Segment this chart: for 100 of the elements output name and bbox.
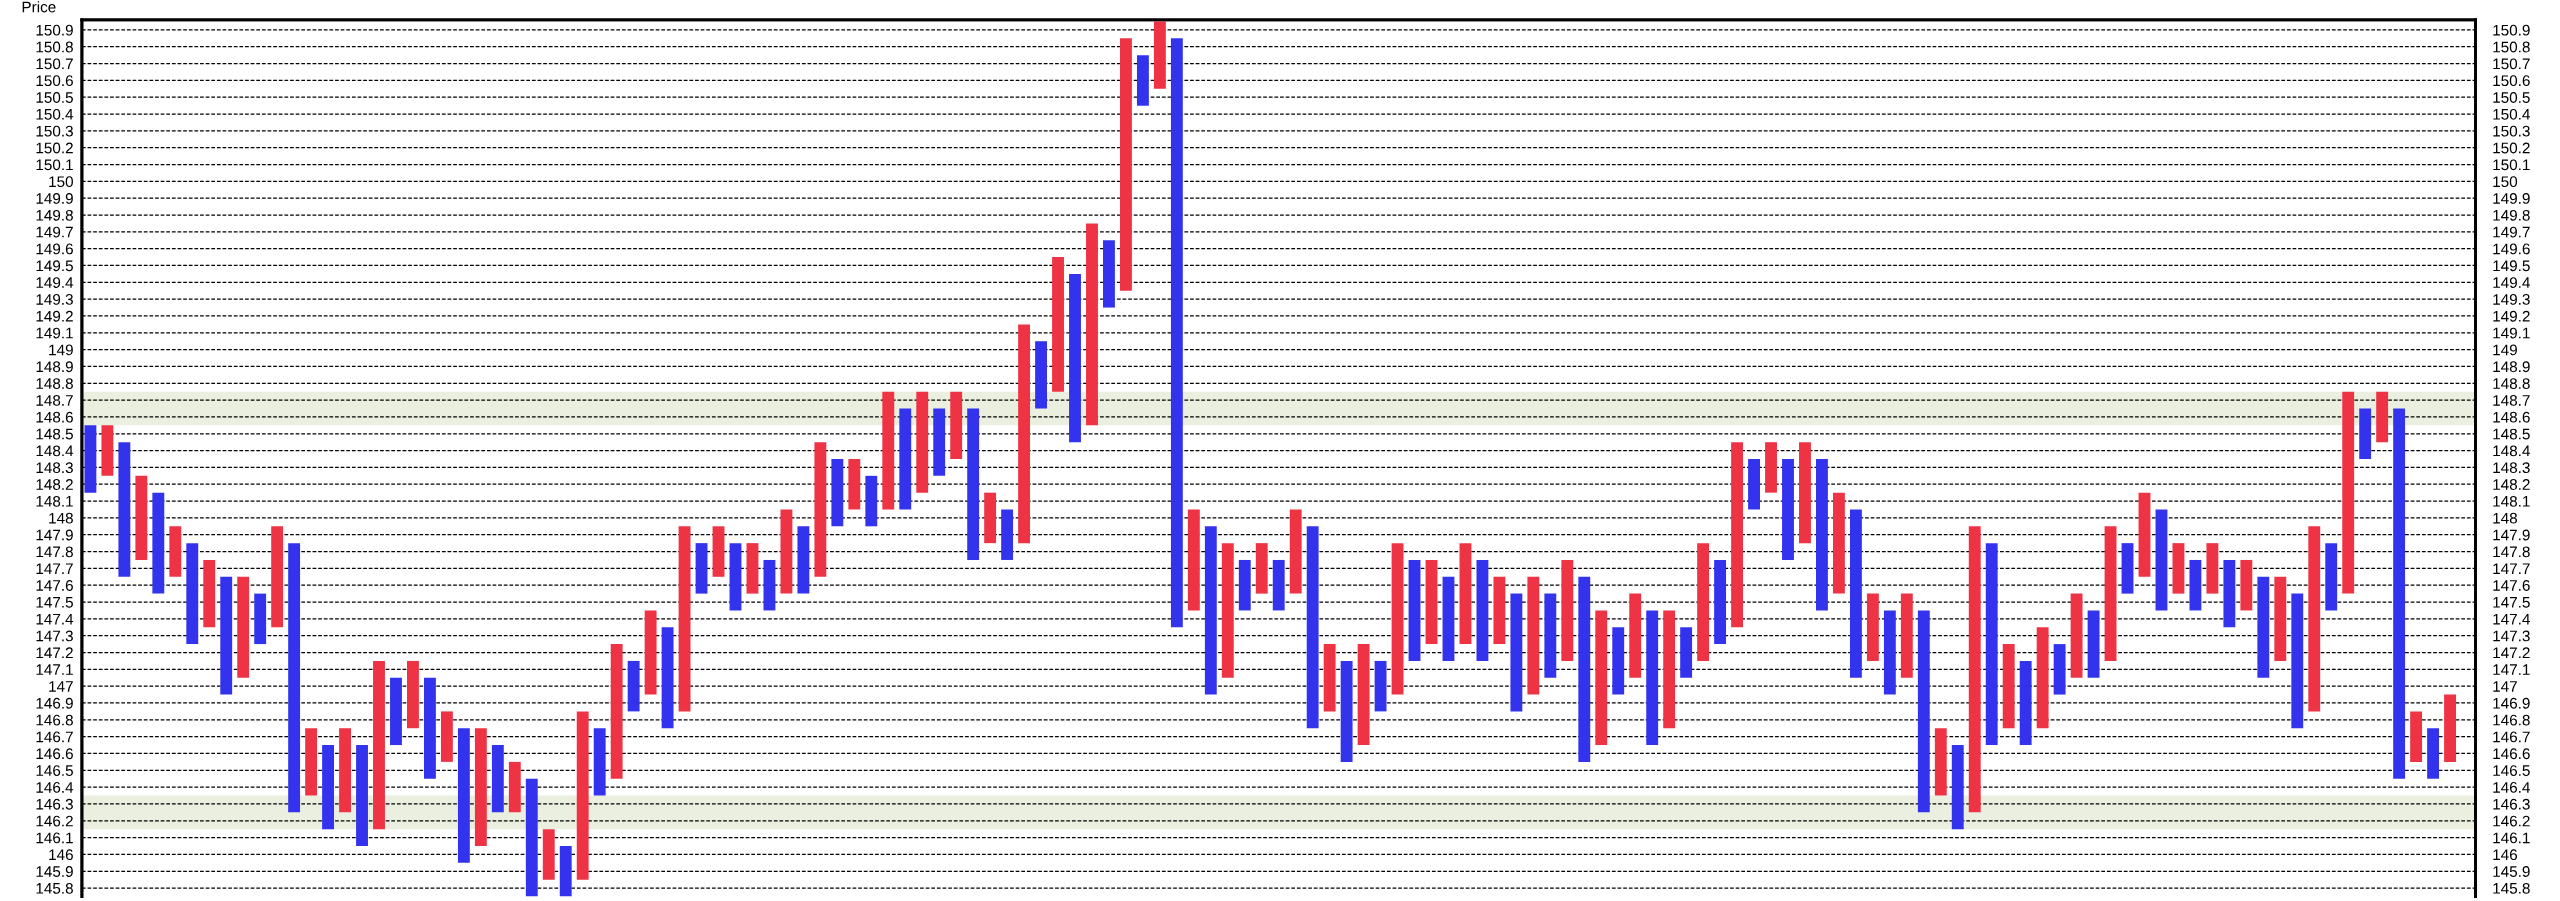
bar [2359, 408, 2372, 459]
bar [1408, 559, 1421, 661]
bar [1272, 559, 1285, 611]
bar [1238, 559, 1251, 611]
bar [1493, 576, 1506, 645]
bar [559, 846, 572, 897]
y2-tick-label: 150.1 [2493, 159, 2530, 171]
y-tick-label: 149.5 [36, 260, 73, 272]
y2-tick-label: 146.1 [2493, 832, 2530, 844]
bar [1917, 610, 1930, 813]
bar [474, 728, 487, 847]
y2-tick-label: 150 [2493, 176, 2518, 188]
bar [1323, 644, 1336, 712]
bar [305, 728, 318, 796]
y2-tick-label: 147.9 [2493, 529, 2530, 541]
y2-tick-label: 149.9 [2493, 193, 2530, 204]
y-tick-label: 148.4 [36, 445, 74, 457]
y2-tick-label: 149.2 [2493, 310, 2530, 322]
bar [288, 543, 301, 813]
y2-tick-label: 146.9 [2493, 697, 2530, 709]
y2-tick-label: 148.5 [2493, 428, 2530, 440]
bar [1544, 593, 1557, 678]
bar [1731, 442, 1744, 628]
bar [2189, 559, 2202, 611]
bar [2002, 644, 2015, 729]
bar [1103, 240, 1115, 308]
y2-tick-label: 148.7 [2493, 394, 2530, 406]
y2-tick-label: 149.6 [2493, 243, 2530, 255]
bar [1866, 593, 1879, 661]
bar [2240, 559, 2253, 611]
bar [1985, 543, 1998, 746]
bar [1069, 273, 1081, 443]
y-tick-label: 150.9 [36, 24, 73, 36]
bar [2325, 543, 2338, 611]
bar [1001, 509, 1014, 560]
bar [2121, 543, 2134, 594]
y2-tick-label: 150.4 [2493, 108, 2530, 120]
bar [933, 408, 946, 476]
bar [1374, 660, 1387, 712]
bar [610, 644, 623, 779]
y2-tick-label: 148.9 [2493, 361, 2530, 373]
y2-tick-label: 148.6 [2493, 411, 2530, 423]
bar [508, 761, 521, 813]
bar [2342, 391, 2355, 594]
y-tick-label: 149.7 [36, 226, 73, 238]
bar [2019, 660, 2032, 746]
y-tick-label: 146.4 [36, 781, 74, 793]
bar [2274, 576, 2287, 661]
y-tick-label: 148.7 [36, 394, 73, 406]
bar [1968, 526, 1981, 813]
y2-tick-label: 149.5 [2493, 260, 2530, 272]
y-tick-label: 149.8 [36, 209, 73, 221]
bar [1934, 728, 1947, 796]
bar [746, 543, 759, 594]
bar [203, 559, 216, 628]
y2-tick-label: 147.6 [2493, 580, 2530, 591]
y-tick-label: 148.2 [36, 479, 73, 490]
bar [1748, 459, 1760, 510]
bar [1680, 627, 1693, 678]
y-tick-label: 146.6 [36, 748, 73, 760]
y-tick-label: 146.8 [36, 714, 73, 726]
y2-tick-label: 149.1 [2493, 327, 2530, 339]
y-tick-label: 150.7 [36, 58, 73, 70]
y2-tick-label: 146.5 [2493, 765, 2530, 776]
bar [1204, 526, 1217, 695]
bar [2257, 576, 2270, 678]
bar [2393, 408, 2406, 779]
y-tick-label: 149 [49, 344, 73, 356]
bar [2155, 509, 2168, 611]
y2-tick-label: 149 [2493, 344, 2517, 356]
y-tick-label: 146.1 [36, 832, 73, 844]
y2-tick-label: 147.4 [2493, 613, 2530, 625]
y-tick-label: 146.9 [36, 697, 73, 709]
y-tick-label: 150.8 [36, 41, 73, 53]
bar [423, 677, 436, 779]
y2-tick-label: 146.2 [2493, 815, 2530, 827]
bar [1442, 576, 1455, 661]
bar [797, 526, 810, 594]
bar [644, 610, 657, 695]
y2-tick-label: 147.3 [2493, 630, 2530, 642]
bar [678, 526, 691, 712]
y-tick-label: 150.1 [36, 159, 73, 171]
bar [1832, 492, 1845, 594]
y2-tick-label: 150.2 [2493, 142, 2530, 154]
bar [2172, 543, 2185, 594]
y2-tick-label: 148.3 [2493, 462, 2530, 474]
y2-tick-label: 149.7 [2493, 226, 2530, 238]
bar [1663, 610, 1676, 729]
bar [1765, 442, 1777, 493]
y-tick-label: 149.6 [36, 243, 73, 255]
bar [2138, 492, 2151, 577]
bar [593, 728, 606, 796]
bar [118, 442, 131, 577]
bar [1035, 341, 1047, 409]
y2-tick-label: 150.7 [2493, 58, 2530, 70]
y-tick-label: 148.3 [36, 462, 73, 474]
y-tick-label: 148.5 [36, 428, 73, 440]
bar [1136, 55, 1149, 106]
bar [1255, 543, 1268, 594]
y-tick-label: 146.7 [36, 731, 73, 743]
